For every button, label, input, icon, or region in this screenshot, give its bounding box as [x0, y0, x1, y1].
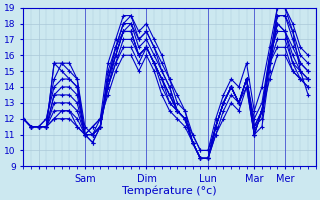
- X-axis label: Température (°c): Température (°c): [122, 185, 217, 196]
